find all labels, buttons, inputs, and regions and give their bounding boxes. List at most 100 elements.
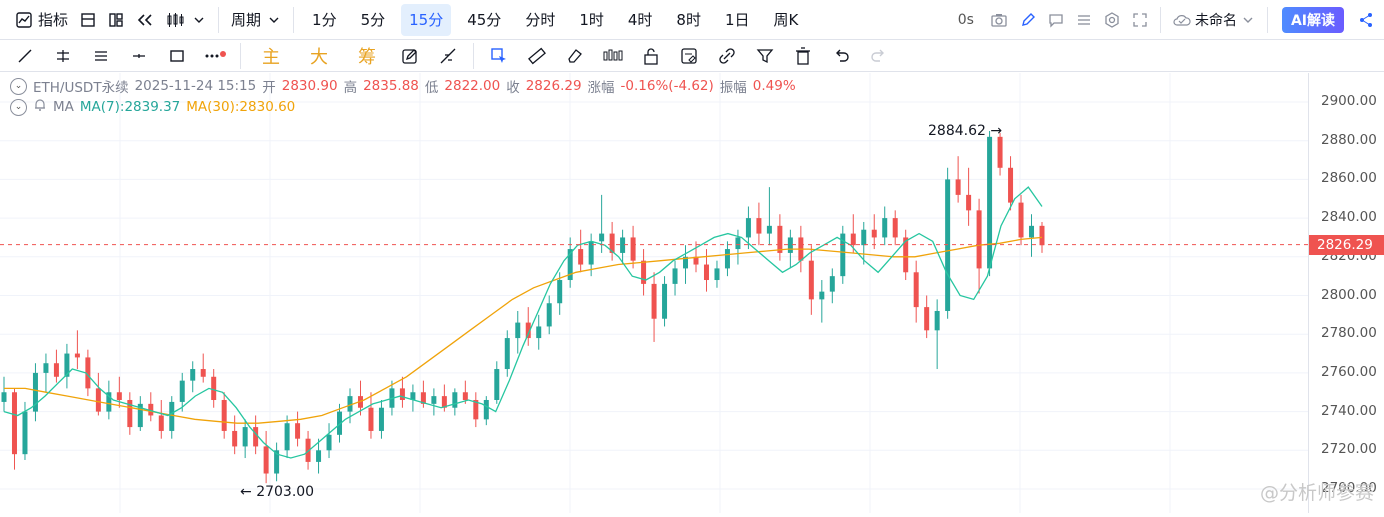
pencil-icon[interactable]	[1014, 0, 1042, 40]
candle-body	[631, 237, 636, 260]
candle-body	[505, 338, 510, 369]
candle-body	[966, 195, 971, 210]
rewind-icon[interactable]	[130, 0, 160, 39]
period-label: 周期	[231, 9, 261, 30]
main-chart-tool[interactable]: 主	[247, 40, 295, 72]
close-label: 收	[506, 76, 520, 96]
gear-icon[interactable]	[1098, 0, 1126, 40]
ma7-value: MA(7):2839.37	[80, 99, 180, 115]
price-tick: 2900.00	[1321, 93, 1377, 109]
link-icon[interactable]	[708, 40, 746, 72]
edit-template-icon[interactable]	[391, 40, 429, 72]
high-label: 高	[344, 76, 358, 96]
ma30-value: MA(30):2830.60	[186, 99, 295, 115]
change-label: 涨幅	[588, 76, 615, 96]
more-tools-icon[interactable]	[196, 40, 234, 72]
period-8[interactable]: 1日	[717, 4, 758, 36]
ma30-line	[4, 237, 1042, 423]
camera-icon[interactable]	[984, 0, 1014, 40]
candle-body	[431, 396, 436, 404]
period-1[interactable]: 5分	[353, 4, 394, 36]
period-2[interactable]: 15分	[401, 4, 451, 36]
ma-label: MA	[53, 99, 74, 115]
candle-body	[2, 392, 7, 402]
indicator-button[interactable]: 指标	[8, 0, 74, 39]
share-icon[interactable]	[1352, 0, 1384, 40]
candle-body	[43, 363, 48, 373]
divider	[240, 43, 241, 69]
candle-body	[159, 415, 164, 430]
layout-icon[interactable]	[74, 0, 102, 39]
compare-icon[interactable]	[429, 40, 467, 72]
candle-body	[599, 234, 604, 242]
low-annotation-value: 2703.00	[256, 484, 314, 500]
top-toolbar-right: 0s 未命名 AI解读	[948, 0, 1384, 40]
candle-body	[1019, 203, 1024, 238]
filter-icon[interactable]	[746, 40, 784, 72]
parallel-channel-icon[interactable]	[44, 40, 82, 72]
collapse-legend-icon[interactable]: ⌄	[10, 78, 27, 95]
large-order-tool[interactable]: 大	[295, 40, 343, 72]
candle-body	[452, 392, 457, 407]
candle-body	[872, 230, 877, 238]
fib-lines-icon[interactable]	[82, 40, 120, 72]
comment-icon[interactable]	[1042, 0, 1070, 40]
period-4[interactable]: 分时	[517, 4, 563, 36]
ai-analysis-button[interactable]: AI解读	[1282, 7, 1344, 33]
bell-icon[interactable]	[33, 98, 47, 116]
undo-icon[interactable]	[822, 40, 860, 72]
candle-body	[935, 311, 940, 330]
collapse-ma-icon[interactable]: ⌄	[10, 99, 27, 116]
candle-body	[956, 179, 961, 194]
high-annotation: 2884.62 →	[928, 123, 1002, 139]
amplitude-value: 0.49%	[753, 78, 796, 94]
candle-body	[201, 369, 206, 377]
trend-line-icon[interactable]	[6, 40, 44, 72]
fullscreen-icon[interactable]	[1126, 0, 1154, 40]
chevron-down-icon	[1241, 13, 1255, 27]
period-0[interactable]: 1分	[304, 4, 345, 36]
candle-body	[998, 137, 1003, 168]
chart-area[interactable]	[0, 73, 1308, 513]
price-tick: 2840.00	[1321, 209, 1377, 225]
list-settings-icon[interactable]	[1070, 0, 1098, 40]
horizontal-line-icon[interactable]	[120, 40, 158, 72]
redo-icon[interactable]	[860, 40, 898, 72]
grid-icon[interactable]	[102, 0, 130, 39]
period-7[interactable]: 8时	[668, 4, 709, 36]
magnet-icon[interactable]	[594, 40, 632, 72]
candle-body	[316, 450, 321, 462]
candlestick-chart[interactable]	[0, 73, 1308, 513]
layout-name: 未命名	[1195, 10, 1237, 30]
period-5[interactable]: 1时	[571, 4, 612, 36]
price-tick: 2720.00	[1321, 441, 1377, 457]
price-tick: 2740.00	[1321, 403, 1377, 419]
period-9[interactable]: 周K	[766, 4, 807, 36]
chip-distribution-tool[interactable]: 筹	[343, 40, 391, 72]
candle-body	[253, 427, 258, 446]
candle-body	[578, 249, 583, 264]
price-tick: 2760.00	[1321, 364, 1377, 380]
template-icon[interactable]	[670, 40, 708, 72]
period-dropdown[interactable]: 周期	[225, 0, 287, 39]
period-6[interactable]: 4时	[620, 4, 661, 36]
eraser-icon[interactable]	[556, 40, 594, 72]
trash-icon[interactable]	[784, 40, 822, 72]
rectangle-icon[interactable]	[158, 40, 196, 72]
select-cursor-icon[interactable]	[480, 40, 518, 72]
layout-name-dropdown[interactable]: 未命名	[1167, 0, 1261, 40]
candles-icon[interactable]	[160, 0, 212, 39]
ruler-icon[interactable]	[518, 40, 556, 72]
candle-body	[725, 249, 730, 268]
lock-icon[interactable]	[632, 40, 670, 72]
period-3[interactable]: 45分	[459, 4, 509, 36]
divider	[1160, 7, 1161, 33]
ma-legend: ⌄ MA MA(7):2839.37 MA(30):2830.60	[10, 98, 295, 116]
cloud-icon	[1173, 13, 1191, 27]
candle-body	[924, 307, 929, 330]
amplitude-label: 振幅	[720, 76, 747, 96]
